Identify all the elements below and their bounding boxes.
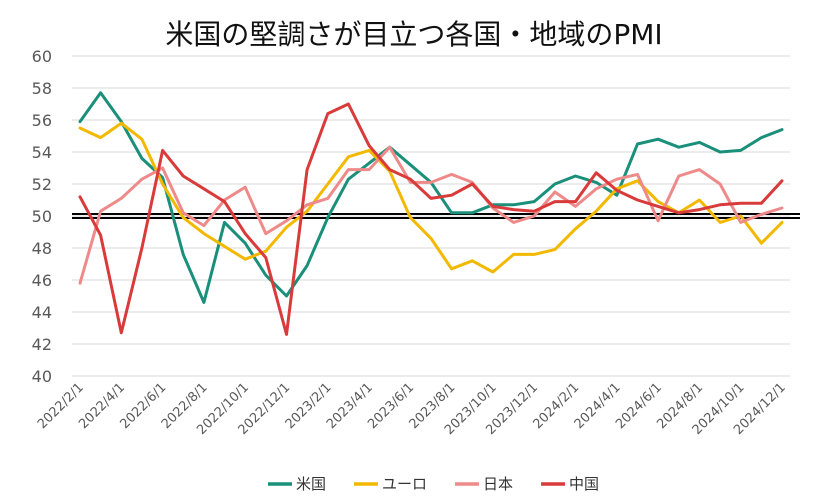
y-tick-label: 50 [32, 207, 52, 226]
y-tick-label: 42 [32, 335, 52, 354]
x-axis-tick-labels: 2022/2/12022/4/12022/6/12022/8/12022/10/… [35, 380, 789, 438]
y-tick-label: 44 [32, 303, 52, 322]
y-tick-label: 58 [32, 79, 52, 98]
series-lines [78, 91, 784, 336]
y-tick-label: 54 [32, 143, 52, 162]
y-tick-label: 60 [32, 47, 52, 66]
legend-label-2: 日本 [483, 475, 513, 493]
y-tick-label: 56 [32, 111, 52, 130]
y-tick-label: 46 [32, 271, 52, 290]
y-tick-label: 52 [32, 175, 52, 194]
legend-label-1: ユーロ [382, 475, 427, 493]
legend: 米国 ユーロ 日本 中国 [268, 475, 599, 493]
gridlines [72, 55, 790, 377]
series-line-2 [78, 145, 784, 285]
legend-label-3: 中国 [569, 475, 599, 493]
series-line-3 [78, 102, 784, 336]
legend-label-0: 米国 [296, 475, 326, 493]
y-axis-tick-labels: 40 42 44 46 48 50 52 54 56 58 60 [32, 47, 52, 386]
y-tick-label: 48 [32, 239, 52, 258]
y-tick-label: 40 [32, 367, 52, 386]
chart-title: 米国の堅調さが目立つ各国・地域のPMI [165, 18, 662, 51]
